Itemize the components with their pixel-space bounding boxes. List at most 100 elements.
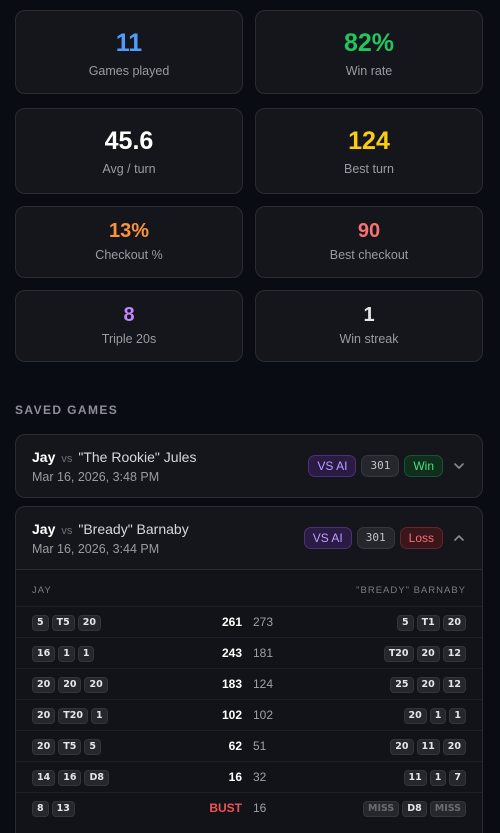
dart-chip: MISS [363, 801, 400, 817]
dart-chip: 16 [32, 646, 56, 662]
left-player-column-header: JAY [32, 585, 52, 596]
chevron-up-icon[interactable] [452, 531, 466, 545]
stat-card-games-played: 11 Games played [15, 10, 243, 94]
right-darts: 11 1 7 [403, 770, 466, 786]
right-remaining-score: 32 [253, 770, 267, 784]
right-darts: 5 T1 20 [397, 615, 466, 631]
right-remaining-score: 16 [253, 801, 267, 815]
stat-card-checkout-pct: 13% Checkout % [15, 206, 243, 278]
dart-chip: 20 [390, 739, 414, 755]
stat-card-triple-20s: 8 Triple 20s [15, 290, 243, 362]
dart-chip: MISS [429, 801, 466, 817]
game-date: Mar 16, 2026, 3:48 PM [32, 470, 160, 484]
dart-chip: 1 [77, 646, 95, 662]
game-mode-badge: 301 [361, 455, 400, 477]
left-remaining-score: 261 [221, 615, 242, 629]
stat-value: 90 [357, 220, 381, 242]
stat-label: Triple 20s [101, 332, 157, 346]
left-darts: 20 T5 5 [32, 739, 101, 755]
dart-chip: 20 [32, 739, 56, 755]
matchup: Jay vs "Bready" Barnaby [32, 521, 189, 537]
matchup: Jay vs "The Rookie" Jules [32, 449, 196, 465]
stat-label: Best checkout [329, 248, 409, 262]
dart-chip: 20 [77, 615, 101, 631]
dart-chip: 16 [58, 770, 82, 786]
turn-row: 14 16 D8 16 32 11 1 7 [16, 761, 482, 792]
left-darts: 8 13 [32, 801, 75, 817]
right-player-column-header: "BREADY" BARNABY [356, 585, 466, 596]
stat-value: 1 [363, 304, 375, 326]
saved-game-card: Jay vs "Bready" Barnaby Mar 16, 2026, 3:44… [15, 506, 483, 833]
game-badges: VS AI 301 Win [308, 455, 466, 477]
turn-row: 8 13 BUST 16 MISS D8 MISS [16, 792, 482, 823]
turn-history: JAY "BREADY" BARNABY 5 T5 20 261 273 5 T1 20 16 1… [16, 569, 482, 833]
dart-chip: 20 [442, 615, 466, 631]
turn-row: 16 1 1 243 181 T20 20 12 [16, 637, 482, 668]
dart-chip: 14 [32, 770, 56, 786]
dart-chip: 1 [429, 770, 447, 786]
stat-label: Win rate [345, 64, 393, 78]
turn-row: 20 20 20 183 124 25 20 12 [16, 668, 482, 699]
dart-chip: 1 [449, 708, 466, 724]
dart-chip: 20 [32, 677, 56, 693]
dart-chip: T5 [58, 739, 82, 755]
right-remaining-score: 181 [253, 646, 274, 660]
right-darts: MISS D8 MISS [363, 801, 466, 817]
stat-label: Best turn [343, 162, 395, 176]
stat-label: Win streak [339, 332, 399, 346]
right-darts: 20 1 1 [403, 708, 466, 724]
left-darts: 5 T5 20 [32, 615, 101, 631]
dart-chip: 1 [429, 708, 447, 724]
stat-value: 8 [123, 304, 135, 326]
dart-chip: 20 [58, 677, 82, 693]
dart-chip: 25 [390, 677, 414, 693]
dart-chip: D8 [402, 801, 427, 817]
turn-row: 20 T20 1 102 102 20 1 1 [16, 699, 482, 730]
dart-chip: 12 [442, 677, 466, 693]
left-darts: 14 16 D8 [32, 770, 109, 786]
vs-label: vs [61, 453, 73, 465]
result-badge: Loss [399, 527, 443, 549]
right-darts: 20 11 20 [390, 739, 466, 755]
saved-game-header[interactable]: Jay vs "Bready" Barnaby Mar 16, 2026, 3:44… [16, 507, 482, 569]
game-badges: VS AI 301 Loss [303, 527, 466, 549]
dart-chip: T20 [383, 646, 414, 662]
turn-rows: 5 T5 20 261 273 5 T1 20 16 1 1 243 181 T20 20 12 20 20 20 1… [16, 606, 482, 823]
dart-chip: T5 [51, 615, 75, 631]
stat-value: 124 [348, 127, 390, 155]
stat-value: 13% [108, 220, 150, 242]
turn-row: 20 T5 5 62 51 20 11 20 [16, 730, 482, 761]
left-remaining-score: 183 [221, 677, 242, 691]
game-mode-badge: 301 [356, 527, 395, 549]
stat-card-best-checkout: 90 Best checkout [255, 206, 483, 278]
player-name: Jay [32, 449, 56, 465]
stat-label: Checkout % [95, 248, 163, 262]
left-darts: 16 1 1 [32, 646, 95, 662]
player-name: Jay [32, 521, 56, 537]
right-darts: T20 20 12 [383, 646, 466, 662]
left-remaining-score: 16 [228, 770, 242, 784]
right-darts: 25 20 12 [390, 677, 466, 693]
saved-game-card: Jay vs "The Rookie" Jules Mar 16, 2026, 3:… [15, 434, 483, 498]
right-remaining-score: 124 [253, 677, 274, 691]
saved-games-title: SAVED GAMES [15, 403, 119, 417]
left-darts: 20 T20 1 [32, 708, 108, 724]
stat-value: 82% [343, 29, 395, 57]
dart-chip: T20 [58, 708, 88, 724]
dart-chip: 20 [442, 739, 466, 755]
left-darts: 20 20 20 [32, 677, 108, 693]
vs-label: vs [61, 525, 73, 537]
left-remaining-score: BUST [209, 801, 242, 815]
dart-chip: 1 [58, 646, 75, 662]
turn-row: 5 T5 20 261 273 5 T1 20 [16, 606, 482, 637]
stat-value: 11 [115, 29, 143, 57]
saved-game-header[interactable]: Jay vs "The Rookie" Jules Mar 16, 2026, 3:… [16, 435, 482, 497]
stat-label: Avg / turn [102, 162, 156, 176]
dart-chip: 12 [442, 646, 466, 662]
dart-chip: 5 [397, 615, 414, 631]
chevron-down-icon[interactable] [452, 459, 466, 473]
dart-chip: 20 [403, 708, 427, 724]
left-remaining-score: 62 [228, 739, 242, 753]
dart-chip: 7 [449, 770, 466, 786]
opponent-name: "The Rookie" Jules [78, 449, 197, 465]
